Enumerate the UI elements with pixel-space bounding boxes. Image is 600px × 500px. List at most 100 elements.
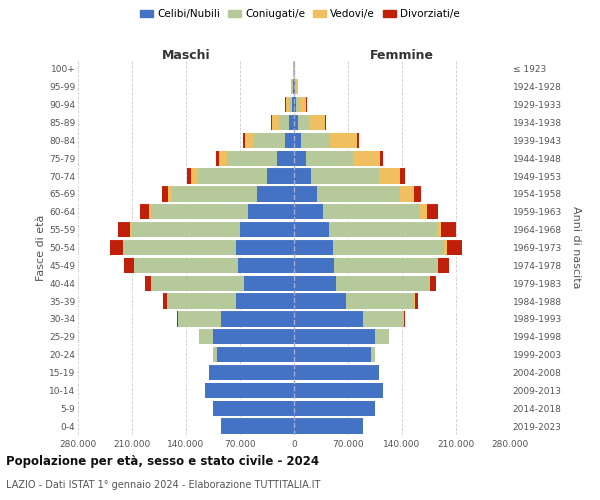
Bar [296,97,300,112]
Bar [447,240,462,255]
Bar [379,168,400,184]
Bar [371,347,375,362]
Bar [305,150,353,166]
Bar [286,97,289,112]
Bar [404,312,405,326]
Bar [294,115,298,130]
Bar [295,79,296,94]
Bar [420,204,427,220]
Bar [325,115,326,130]
Bar [213,329,294,344]
Bar [221,418,294,434]
Bar [294,329,375,344]
Bar [162,186,168,202]
Bar [254,133,285,148]
Bar [300,97,307,112]
Legend: Celibi/Nubili, Coniugati/e, Vedovi/e, Divorziati/e: Celibi/Nubili, Coniugati/e, Vedovi/e, Di… [136,5,464,24]
Bar [323,204,420,220]
Bar [437,222,440,237]
Bar [140,204,149,220]
Bar [346,294,415,308]
Bar [317,186,400,202]
Bar [294,133,301,148]
Bar [213,400,294,416]
Bar [337,276,429,291]
Bar [437,258,438,273]
Bar [294,312,364,326]
Bar [292,79,293,94]
Bar [294,418,364,434]
Bar [291,79,292,94]
Bar [240,222,294,237]
Bar [289,115,294,130]
Bar [130,222,132,237]
Bar [311,168,379,184]
Bar [271,115,272,130]
Bar [440,222,456,237]
Bar [221,312,294,326]
Bar [292,97,294,112]
Bar [294,347,371,362]
Bar [294,204,323,220]
Bar [294,186,317,202]
Bar [310,115,325,130]
Bar [151,276,244,291]
Bar [415,186,421,202]
Bar [245,133,254,148]
Y-axis label: Anni di nascita: Anni di nascita [571,206,581,289]
Bar [167,294,236,308]
Bar [277,150,294,166]
Bar [445,240,447,255]
Bar [415,294,418,308]
Bar [293,79,294,94]
Bar [257,186,294,202]
Bar [132,222,240,237]
Bar [227,150,277,166]
Bar [294,365,379,380]
Bar [357,133,359,148]
Bar [330,133,357,148]
Bar [163,294,167,308]
Bar [375,329,389,344]
Text: LAZIO - Dati ISTAT 1° gennaio 2024 - Elaborazione TUTTITALIA.IT: LAZIO - Dati ISTAT 1° gennaio 2024 - Ela… [6,480,320,490]
Bar [272,115,278,130]
Text: Maschi: Maschi [161,49,211,62]
Bar [430,276,436,291]
Bar [124,240,236,255]
Bar [400,186,415,202]
Bar [217,347,294,362]
Bar [176,312,178,326]
Bar [380,150,383,166]
Bar [267,168,294,184]
Bar [294,258,334,273]
Bar [298,115,310,130]
Bar [294,79,295,94]
Bar [168,186,172,202]
Bar [118,222,130,237]
Bar [197,168,267,184]
Bar [248,204,294,220]
Bar [332,240,445,255]
Bar [294,97,296,112]
Bar [294,240,332,255]
Bar [123,240,124,255]
Bar [427,204,438,220]
Bar [213,347,217,362]
Bar [243,133,245,148]
Bar [124,258,134,273]
Bar [209,365,294,380]
Bar [353,150,380,166]
Bar [244,276,294,291]
Bar [151,204,248,220]
Bar [429,276,430,291]
Bar [149,204,151,220]
Bar [172,186,257,202]
Bar [236,294,294,308]
Bar [187,168,191,184]
Bar [178,312,221,326]
Bar [364,312,404,326]
Bar [294,294,346,308]
Bar [400,168,405,184]
Y-axis label: Fasce di età: Fasce di età [36,214,46,280]
Bar [238,258,294,273]
